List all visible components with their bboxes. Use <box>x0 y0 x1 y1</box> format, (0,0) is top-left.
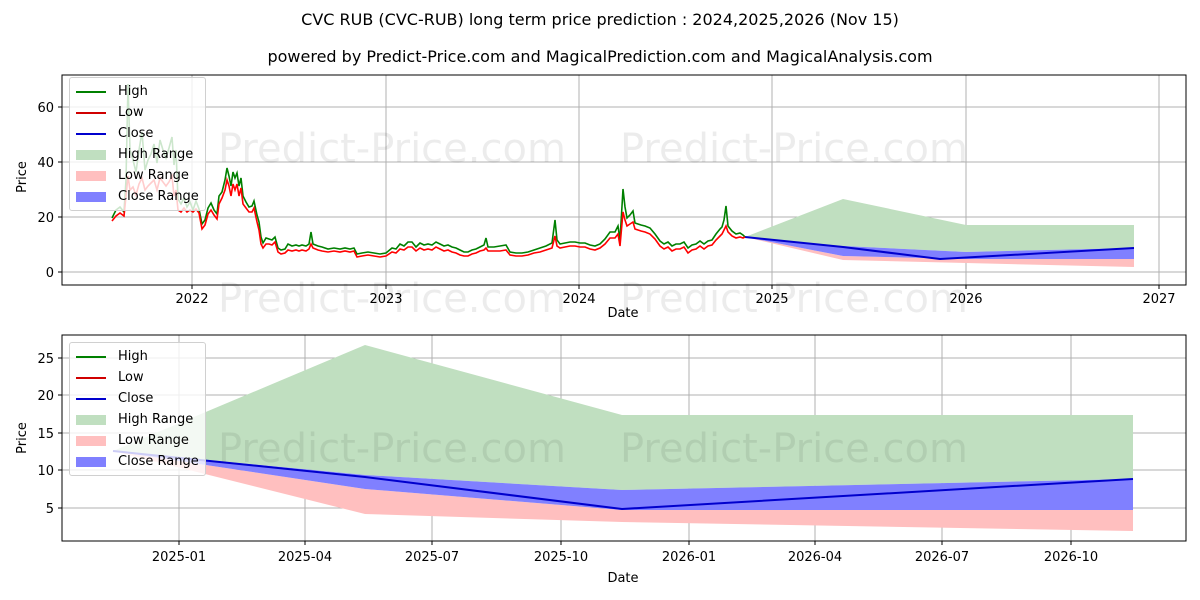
bottom-y-tick-label: 5 <box>46 502 54 517</box>
legend-label: Low <box>118 105 144 120</box>
bottom-legend: High Low Close High Range Low Range Clos… <box>69 342 206 476</box>
legend-label: Close <box>118 126 154 141</box>
bottom-x-tick-label: 2025-07 <box>405 550 459 565</box>
legend-swatch <box>76 170 106 181</box>
legend-item-low-range: Low Range <box>76 430 199 451</box>
legend-item-high: High <box>76 81 199 102</box>
bottom-y-tick-label: 25 <box>37 352 54 367</box>
legend-swatch <box>76 191 106 202</box>
legend-swatch <box>76 456 106 467</box>
watermark: Predict-Price.com <box>218 126 566 172</box>
top-y-tick-label: 0 <box>46 266 54 281</box>
legend-label: Low <box>118 370 144 385</box>
legend-item-high: High <box>76 346 199 367</box>
bottom-x-tick-label: 2026-04 <box>788 550 842 565</box>
legend-swatch <box>76 435 106 446</box>
top-x-axis-label: Date <box>607 306 638 321</box>
legend-item-close-range: Close Range <box>76 451 199 472</box>
legend-label: High Range <box>118 412 194 427</box>
legend-item-high-range: High Range <box>76 144 199 165</box>
legend-label: Close <box>118 391 154 406</box>
legend-label: High <box>118 84 148 99</box>
bottom-axes-frame <box>61 334 1187 542</box>
top-close-line <box>744 236 1135 261</box>
bottom-low-range-band <box>113 451 1133 531</box>
chart-subtitle: powered by Predict-Price.com and Magical… <box>267 47 933 66</box>
top-legend: High Low Close High Range Low Range Clos… <box>69 77 206 211</box>
legend-swatch <box>76 90 106 93</box>
bottom-x-tick-label: 2026-10 <box>1044 550 1098 565</box>
legend-label: High Range <box>118 147 194 162</box>
top-x-ticks <box>191 285 1160 289</box>
top-x-tick-label: 2025 <box>755 292 788 307</box>
top-y-tick-label: 40 <box>37 156 54 171</box>
top-x-tick-label: 2027 <box>1142 292 1175 307</box>
chart-title: CVC RUB (CVC-RUB) long term price predic… <box>301 10 899 29</box>
legend-swatch <box>76 397 106 400</box>
legend-label: High <box>118 349 148 364</box>
bottom-y-tick-label: 15 <box>37 427 54 442</box>
bottom-x-axis-label: Date <box>607 571 638 586</box>
legend-label: Low Range <box>118 168 189 183</box>
bottom-x-tick-label: 2026-07 <box>915 550 969 565</box>
top-low-range-band <box>745 237 1134 267</box>
top-axes-frame <box>61 74 1187 286</box>
bottom-x-ticks <box>178 541 1072 545</box>
legend-item-low: Low <box>76 367 199 388</box>
bottom-y-tick-label: 10 <box>37 464 54 479</box>
top-high-range-band <box>745 199 1134 252</box>
top-y-ticks <box>58 106 62 273</box>
bottom-x-tick-label: 2025-01 <box>152 550 206 565</box>
legend-label: Low Range <box>118 433 189 448</box>
bottom-close-range-band <box>113 451 1133 510</box>
top-y-tick-label: 60 <box>37 101 54 116</box>
bottom-high-range-band <box>113 345 1133 490</box>
legend-item-close-range: Close Range <box>76 186 199 207</box>
legend-swatch <box>76 132 106 135</box>
legend-swatch <box>76 111 106 114</box>
top-y-tick-label: 20 <box>37 211 54 226</box>
bottom-x-tick-label: 2025-04 <box>278 550 332 565</box>
legend-item-low-range: Low Range <box>76 165 199 186</box>
top-chart: Predict-Price.com Predict-Price.com Pred… <box>15 74 1187 322</box>
legend-label: Close Range <box>118 454 199 469</box>
legend-item-close: Close <box>76 123 199 144</box>
legend-swatch <box>76 355 106 358</box>
bottom-chart: Predict-Price.com Predict-Price.com 5 10… <box>15 334 1187 586</box>
legend-item-low: Low <box>76 102 199 123</box>
top-x-tick-label: 2026 <box>949 292 982 307</box>
watermark: Predict-Price.com <box>620 126 968 172</box>
legend-swatch <box>76 149 106 160</box>
top-x-tick-label: 2022 <box>175 292 208 307</box>
top-x-tick-label: 2023 <box>369 292 402 307</box>
bottom-x-tick-label: 2026-01 <box>662 550 716 565</box>
bottom-y-tick-label: 20 <box>37 389 54 404</box>
top-grid <box>62 75 1186 285</box>
top-y-axis-label: Price <box>15 161 30 193</box>
watermark: Predict-Price.com <box>218 426 566 472</box>
legend-label: Close Range <box>118 189 199 204</box>
legend-swatch <box>76 376 106 379</box>
watermark: Predict-Price.com <box>218 276 566 322</box>
legend-swatch <box>76 414 106 425</box>
legend-item-high-range: High Range <box>76 409 199 430</box>
bottom-y-ticks <box>58 357 62 509</box>
bottom-x-tick-label: 2025-10 <box>534 550 588 565</box>
watermark: Predict-Price.com <box>620 426 968 472</box>
top-x-tick-label: 2024 <box>562 292 595 307</box>
legend-item-close: Close <box>76 388 199 409</box>
watermark: Predict-Price.com <box>620 276 968 322</box>
bottom-y-axis-label: Price <box>15 422 30 454</box>
bottom-close-line <box>112 450 1134 511</box>
